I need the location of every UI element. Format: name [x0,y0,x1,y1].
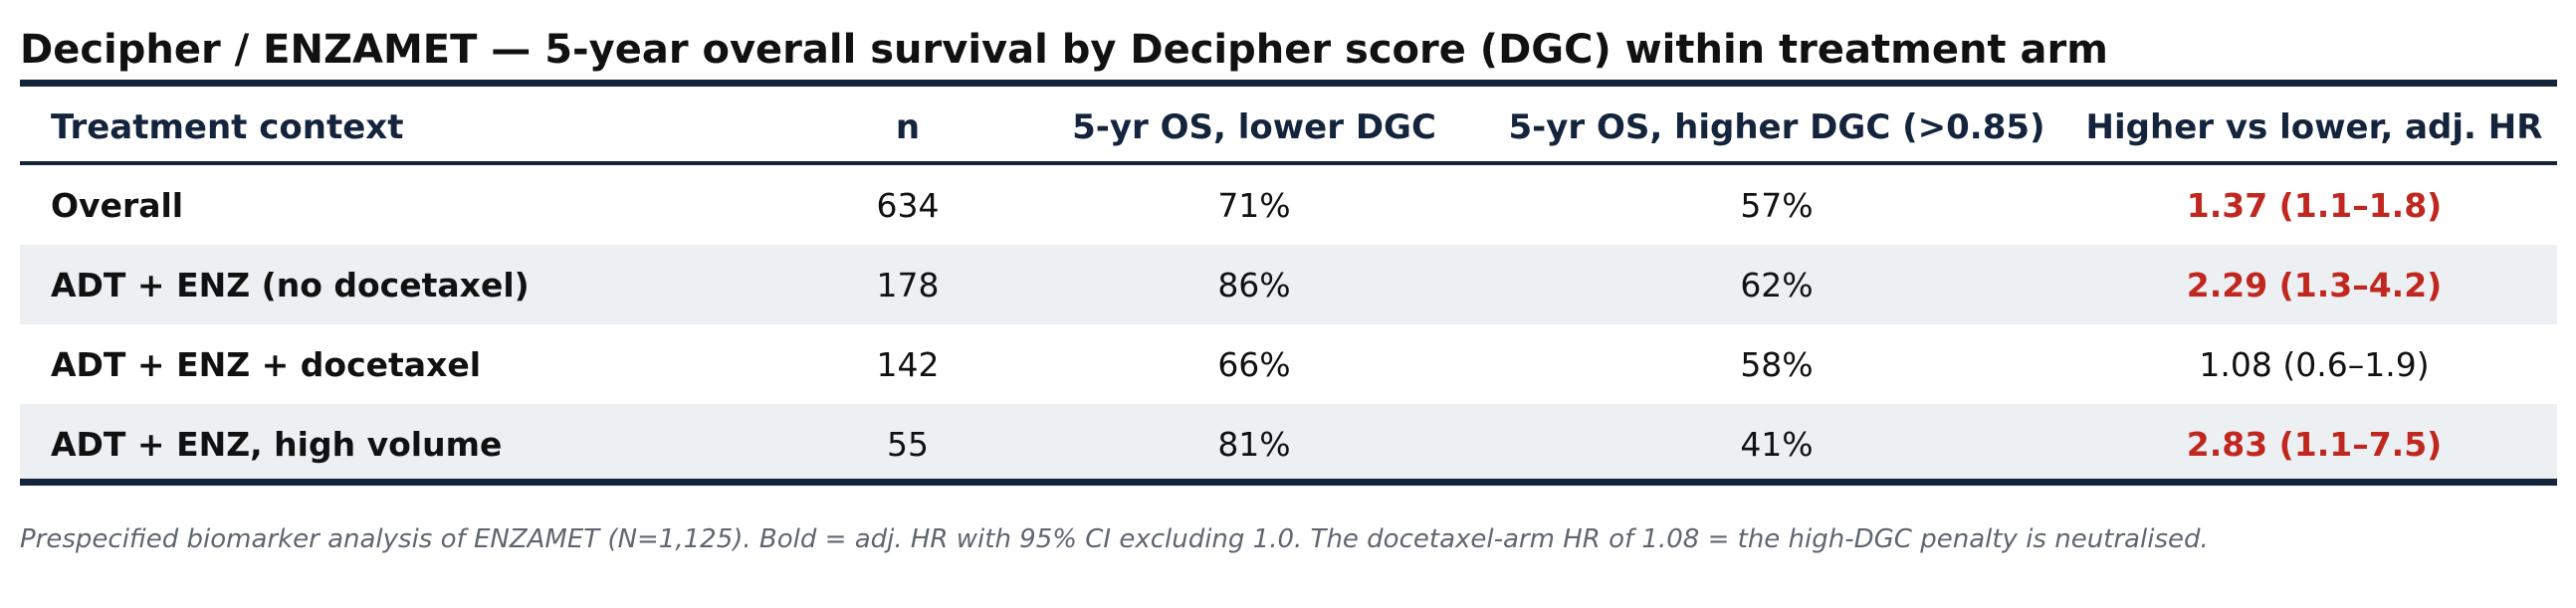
os-lower-cell: 86% [1217,265,1291,304]
os-lower-cell: 66% [1217,344,1291,384]
n-cell: 55 [887,424,929,464]
top-rule [20,80,2557,87]
n-cell: 178 [876,265,940,304]
n-cell: 142 [876,344,940,384]
table-row: ADT + ENZ (no docetaxel) 178 86% 62% 2.2… [20,245,2557,324]
footnote: Prespecified biomarker analysis of ENZAM… [20,524,2209,554]
hazard-ratio-cell: 1.37 (1.1–1.8) [2186,185,2443,225]
n-cell: 634 [876,185,940,225]
table-row: Overall 634 71% 57% 1.37 (1.1–1.8) [20,165,2557,245]
column-header-adj-hr: Higher vs lower, adj. HR [2085,106,2543,147]
os-higher-cell: 41% [1740,424,1814,464]
os-lower-cell: 71% [1217,185,1291,225]
header-rule [20,161,2557,165]
hazard-ratio-cell: 2.83 (1.1–7.5) [2186,424,2443,464]
column-header-os-higher-dgc: 5-yr OS, higher DGC (>0.85) [1508,106,2045,147]
os-lower-cell: 81% [1217,424,1291,464]
hazard-ratio-cell: 1.08 (0.6–1.9) [2199,344,2430,384]
column-header-os-lower-dgc: 5-yr OS, lower DGC [1072,106,1436,147]
treatment-context-cell: ADT + ENZ, high volume [51,424,503,464]
os-higher-cell: 57% [1740,185,1814,225]
column-header-n: n [895,106,921,147]
column-header-treatment-context: Treatment context [51,106,404,147]
table-row: ADT + ENZ + docetaxel 142 66% 58% 1.08 (… [20,324,2557,404]
os-higher-cell: 62% [1740,265,1814,304]
table-header-row: Treatment context n 5-yr OS, lower DGC 5… [20,87,2557,161]
hazard-ratio-cell: 2.29 (1.3–4.2) [2186,265,2443,304]
os-higher-cell: 58% [1740,344,1814,384]
table-row: ADT + ENZ, high volume 55 81% 41% 2.83 (… [20,404,2557,484]
table-title: Decipher / ENZAMET — 5-year overall surv… [20,27,2108,73]
treatment-context-cell: ADT + ENZ (no docetaxel) [51,265,530,304]
bottom-rule [20,479,2557,486]
treatment-context-cell: ADT + ENZ + docetaxel [51,344,482,384]
treatment-context-cell: Overall [51,185,184,225]
